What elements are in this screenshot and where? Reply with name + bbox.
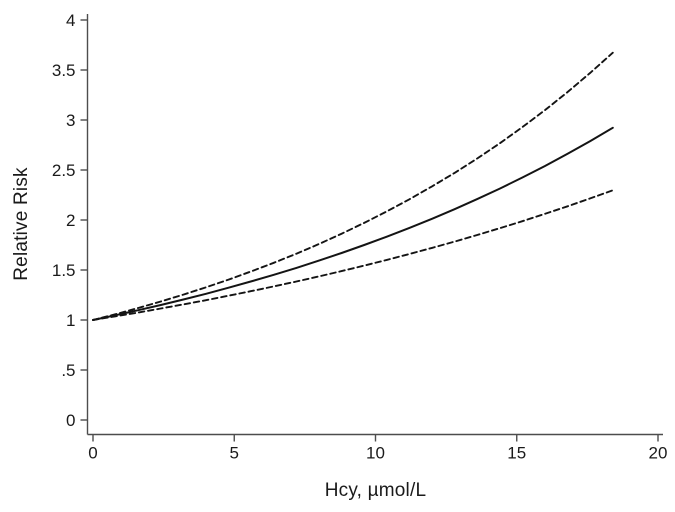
x-tick-label: 20 — [649, 444, 668, 463]
y-tick-label: 2.5 — [52, 161, 76, 180]
x-tick-label: 15 — [507, 444, 526, 463]
upper-confidence-limit-curve — [92, 51, 614, 321]
relative-risk-estimate-curve — [92, 126, 614, 321]
y-tick-label: .5 — [61, 361, 75, 380]
x-tick-label: 0 — [88, 444, 97, 463]
y-tick-label: 4 — [66, 11, 75, 30]
y-tick-label: 1.5 — [52, 261, 76, 280]
y-tick-label: 0 — [66, 411, 75, 430]
y-tick-label: 3 — [66, 111, 75, 130]
x-tick-label: 10 — [366, 444, 385, 463]
y-tick-label: 2 — [66, 211, 75, 230]
y-tick-label: 1 — [66, 311, 75, 330]
x-tick-label: 5 — [230, 444, 239, 463]
x-axis-title: Hcy, µmol/L — [324, 480, 427, 501]
y-tick-label: 3.5 — [52, 61, 76, 80]
y-axis-title-text: Relative Risk — [11, 167, 32, 281]
lower-confidence-limit-curve — [92, 189, 614, 321]
